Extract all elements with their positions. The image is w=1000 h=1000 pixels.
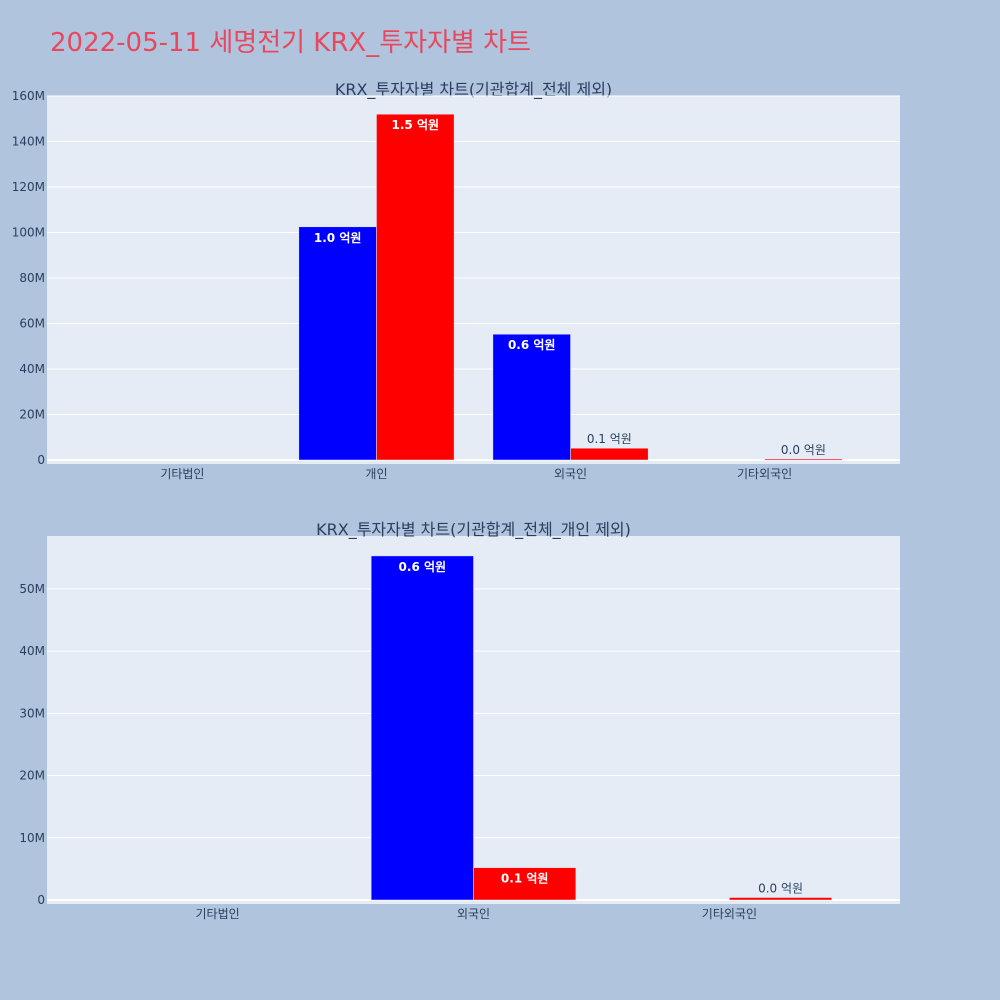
y-tick-label: 0	[37, 893, 45, 907]
x-tick-label: 기타외국인	[737, 467, 792, 481]
y-tick-label: 80M	[19, 271, 45, 285]
y-tick-label: 30M	[19, 706, 45, 720]
y-tick-label: 20M	[19, 408, 45, 422]
x-tick-label: 외국인	[457, 907, 490, 921]
x-tick-label: 기타법인	[196, 907, 240, 921]
y-tick-label: 100M	[12, 226, 45, 240]
chart-title: KRX_투자자별 차트(기관합계_전체_개인 제외)	[316, 520, 631, 540]
y-tick-label: 160M	[12, 89, 45, 103]
page-title: 2022-05-11 세명전기 KRX_투자자별 차트	[50, 28, 532, 58]
bar	[376, 113, 455, 461]
bar	[298, 226, 377, 461]
y-tick-label: 140M	[12, 135, 45, 149]
y-tick-label: 40M	[19, 362, 45, 376]
plot-area	[47, 96, 900, 464]
bar	[570, 447, 649, 461]
bar	[764, 458, 843, 461]
chart-2: KRX_투자자별 차트(기관합계_전체_개인 제외) 0 10M 20M 30M 40M 5…	[19, 520, 900, 921]
y-tick-label: 120M	[12, 180, 45, 194]
y-tick-label: 60M	[19, 317, 45, 331]
data-label: 1.5 억원	[392, 118, 440, 132]
y-tick-label: 10M	[19, 831, 45, 845]
x-tick-label: 개인	[365, 467, 387, 481]
x-tick-label: 외국인	[554, 467, 587, 481]
x-tick-label: 기타외국인	[702, 907, 757, 921]
chart-title: KRX_투자자별 차트(기관합계_전체 제외)	[335, 80, 612, 100]
data-label: 0.1 억원	[587, 432, 632, 446]
y-tick-label: 0	[37, 453, 45, 467]
chart-1: KRX_투자자별 차트(기관합계_전체 제외) 0 20M 40M 60M 80M 100M…	[12, 80, 900, 481]
data-label: 0.1 억원	[501, 872, 549, 886]
data-label: 0.6 억원	[399, 560, 447, 574]
data-label: 1.0 억원	[314, 231, 362, 245]
y-tick-label: 50M	[19, 582, 45, 596]
bar	[370, 555, 474, 901]
x-tick-label: 기타법인	[160, 467, 204, 481]
y-tick-label: 20M	[19, 769, 45, 783]
bar	[473, 867, 577, 901]
data-label: 0.0 억원	[781, 443, 826, 457]
data-label: 0.6 억원	[508, 338, 556, 352]
bar	[492, 333, 571, 461]
bar	[729, 897, 833, 901]
data-label: 0.0 억원	[758, 882, 803, 896]
y-tick-label: 40M	[19, 644, 45, 658]
